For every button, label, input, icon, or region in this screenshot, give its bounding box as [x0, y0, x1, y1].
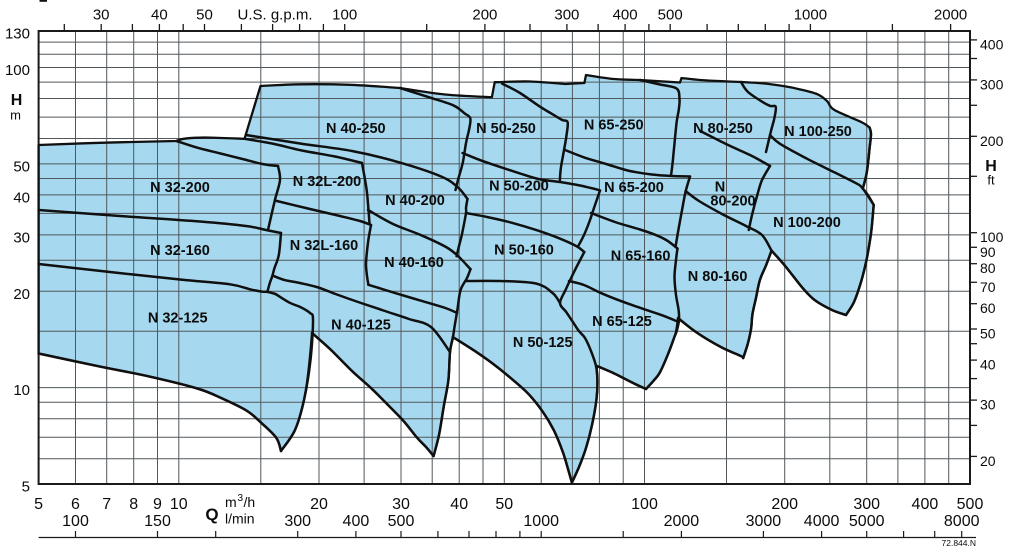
svg-text:N 40-200: N 40-200	[385, 193, 445, 209]
svg-text:40: 40	[13, 189, 30, 206]
svg-text:Q: Q	[205, 505, 218, 524]
svg-text:N 50-125: N 50-125	[513, 335, 573, 351]
svg-text:N 50-200: N 50-200	[489, 178, 549, 194]
svg-text:200: 200	[980, 133, 1004, 149]
svg-text:72.844.N: 72.844.N	[942, 538, 977, 548]
svg-text:400: 400	[912, 496, 939, 513]
svg-text:80-200: 80-200	[710, 193, 755, 209]
svg-text:80: 80	[980, 260, 996, 276]
svg-text:50: 50	[495, 496, 513, 513]
svg-text:3: 3	[238, 493, 244, 504]
svg-text:40: 40	[980, 357, 996, 373]
svg-text:100: 100	[332, 7, 357, 24]
svg-text:10: 10	[13, 382, 30, 399]
svg-text:20: 20	[980, 453, 996, 469]
svg-text:30: 30	[980, 397, 996, 413]
svg-text:/h: /h	[244, 494, 256, 510]
svg-text:200: 200	[472, 7, 497, 24]
svg-text:100: 100	[631, 496, 658, 513]
svg-text:30: 30	[93, 7, 110, 24]
svg-text:400: 400	[613, 7, 638, 24]
svg-text:m: m	[10, 108, 21, 123]
svg-text:N 65-250: N 65-250	[584, 117, 644, 133]
svg-text:3000: 3000	[746, 513, 782, 530]
svg-text:N 65-160: N 65-160	[611, 249, 671, 265]
svg-text:N 65-125: N 65-125	[592, 314, 652, 330]
svg-text:N 50-160: N 50-160	[494, 242, 554, 258]
svg-text:10: 10	[170, 496, 188, 513]
svg-text:N 40-125: N 40-125	[331, 317, 391, 333]
svg-text:400: 400	[980, 36, 1004, 52]
svg-text:30: 30	[392, 496, 410, 513]
svg-text:300: 300	[284, 513, 311, 530]
svg-text:50: 50	[13, 158, 30, 175]
svg-text:m: m	[225, 494, 237, 510]
svg-text:N 32-125: N 32-125	[148, 311, 208, 327]
svg-text:100: 100	[62, 513, 89, 530]
svg-text:1000: 1000	[523, 513, 559, 530]
svg-text:50: 50	[980, 326, 996, 342]
svg-text:8: 8	[129, 496, 138, 513]
svg-text:5000: 5000	[849, 513, 885, 530]
svg-text:20: 20	[13, 286, 30, 303]
svg-text:N 32L-200: N 32L-200	[293, 174, 362, 190]
svg-text:40: 40	[450, 496, 468, 513]
svg-text:7: 7	[102, 496, 111, 513]
svg-text:300: 300	[853, 496, 880, 513]
svg-text:60: 60	[980, 300, 996, 316]
svg-text:1000: 1000	[794, 7, 827, 24]
svg-text:U.S. g.p.m.: U.S. g.p.m.	[237, 7, 312, 24]
svg-text:5: 5	[34, 496, 43, 513]
svg-text:70: 70	[980, 279, 996, 295]
svg-text:N 32-200: N 32-200	[150, 180, 210, 196]
svg-text:2000: 2000	[934, 7, 967, 24]
svg-text:2000: 2000	[664, 513, 700, 530]
svg-text:N 32-160: N 32-160	[150, 243, 210, 259]
svg-text:90: 90	[980, 244, 996, 260]
svg-text:500: 500	[658, 7, 683, 24]
svg-text:300: 300	[554, 7, 579, 24]
svg-text:100: 100	[5, 62, 30, 79]
svg-text:ft: ft	[987, 173, 995, 188]
svg-text:N 40-250: N 40-250	[326, 121, 386, 137]
svg-text:N 65-200: N 65-200	[604, 180, 664, 196]
svg-text:200: 200	[771, 496, 798, 513]
svg-text:N 32L-160: N 32L-160	[290, 238, 359, 254]
svg-text:20: 20	[310, 496, 328, 513]
svg-text:N 80-160: N 80-160	[688, 269, 748, 285]
svg-text:9: 9	[153, 496, 162, 513]
svg-text:l/min: l/min	[225, 511, 255, 527]
svg-text:500: 500	[388, 513, 415, 530]
svg-text:130: 130	[5, 26, 30, 43]
svg-text:40: 40	[151, 7, 168, 24]
svg-text:100: 100	[980, 229, 1004, 245]
svg-text:N 40-160: N 40-160	[384, 255, 444, 271]
svg-text:H: H	[11, 92, 23, 109]
svg-text:4000: 4000	[804, 513, 840, 530]
svg-text:N 100-250: N 100-250	[784, 124, 852, 140]
svg-text:H: H	[985, 158, 997, 175]
svg-text:50: 50	[196, 7, 213, 24]
svg-text:N: N	[715, 179, 725, 195]
svg-text:500: 500	[957, 496, 984, 513]
svg-text:6: 6	[71, 496, 80, 513]
svg-text:5: 5	[22, 479, 30, 496]
svg-text:N 100-200: N 100-200	[773, 215, 841, 231]
svg-text:N 80-250: N 80-250	[693, 121, 753, 137]
svg-text:300: 300	[980, 76, 1004, 92]
svg-text:30: 30	[13, 229, 30, 246]
svg-text:150: 150	[144, 513, 171, 530]
svg-text:N 50-250: N 50-250	[476, 121, 536, 137]
svg-text:8000: 8000	[944, 513, 980, 530]
svg-text:400: 400	[343, 513, 370, 530]
